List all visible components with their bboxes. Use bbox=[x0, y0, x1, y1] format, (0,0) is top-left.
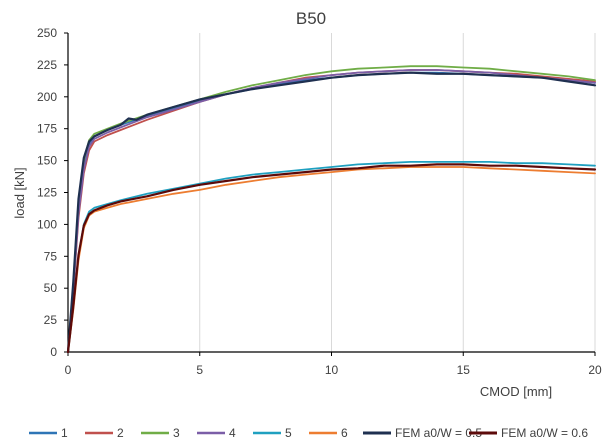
y-axis-title: load [kN] bbox=[12, 167, 27, 218]
y-tick-label-10: 250 bbox=[37, 26, 57, 40]
legend-label-6: 6 bbox=[341, 426, 348, 440]
x-tick-label-4: 20 bbox=[588, 363, 602, 377]
y-tick-label-5: 125 bbox=[37, 186, 57, 200]
y-tick-label-0: 0 bbox=[50, 345, 57, 359]
legend-label-1: 1 bbox=[61, 426, 68, 440]
series-line-8 bbox=[66, 163, 597, 354]
x-tick-label-0: 0 bbox=[65, 363, 72, 377]
y-tick-label-7: 175 bbox=[37, 122, 57, 136]
legend-label-4: 4 bbox=[229, 426, 236, 440]
x-tick-label-3: 15 bbox=[457, 363, 471, 377]
grid bbox=[199, 33, 596, 352]
legend-label-3: 3 bbox=[173, 426, 180, 440]
y-tick-label-4: 100 bbox=[37, 217, 57, 231]
legend: 1 2 3 4 5 6 FEM a0/W = 0.5 FEM a0/W = 0.6 bbox=[29, 426, 588, 440]
series-lines bbox=[66, 65, 597, 354]
series-line-7 bbox=[66, 71, 597, 354]
y-tick-label-1: 25 bbox=[44, 313, 58, 327]
chart-title: B50 bbox=[296, 9, 326, 28]
legend-label-8: FEM a0/W = 0.6 bbox=[501, 426, 588, 440]
x-tick-label-2: 10 bbox=[325, 363, 339, 377]
y-tick-label-2: 50 bbox=[44, 281, 58, 295]
legend-label-2: 2 bbox=[117, 426, 124, 440]
series-line-5 bbox=[67, 161, 596, 353]
y-tick-label-8: 200 bbox=[37, 90, 57, 104]
y-tick-label-6: 150 bbox=[37, 154, 57, 168]
y-tick-label-9: 225 bbox=[37, 58, 57, 72]
x-tick-label-1: 5 bbox=[196, 363, 203, 377]
axes bbox=[64, 32, 596, 356]
legend-label-5: 5 bbox=[285, 426, 292, 440]
x-axis-title: CMOD [mm] bbox=[480, 384, 552, 399]
series-line-4 bbox=[67, 69, 596, 353]
legend-label-7: FEM a0/W = 0.5 bbox=[395, 426, 482, 440]
y-tick-label-3: 75 bbox=[44, 249, 58, 263]
